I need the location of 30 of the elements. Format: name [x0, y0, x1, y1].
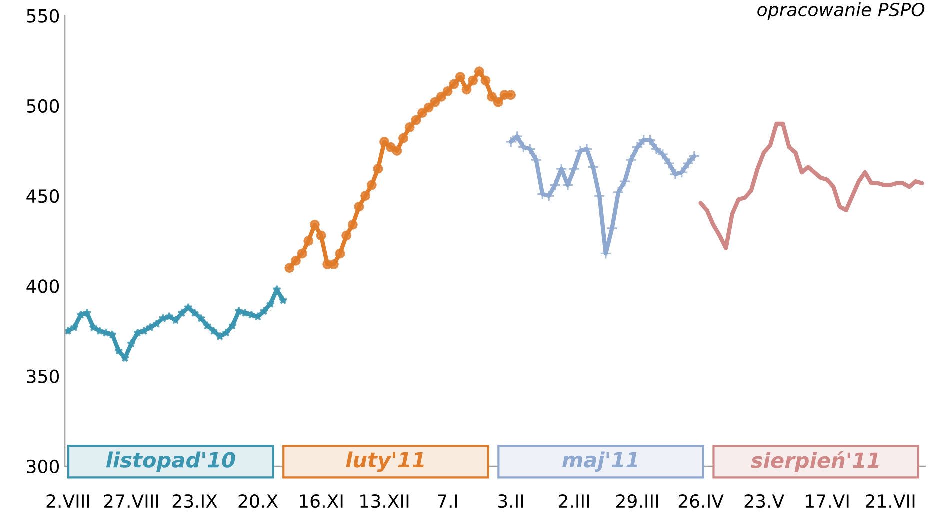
x-tick-label: 21.VII	[866, 494, 915, 508]
x-tick-label: 26.IV	[678, 494, 724, 508]
y-tick-label: 400	[26, 280, 60, 294]
x-tick-label: 3.II	[498, 494, 524, 508]
x-tick-label: 7.I	[438, 494, 458, 508]
x-tick-label: 23.V	[744, 494, 784, 508]
y-tick-label: 350	[27, 370, 60, 384]
point	[657, 148, 669, 160]
text: maj'11	[562, 452, 638, 472]
point	[549, 179, 562, 192]
x-tick-label: 17.VI	[806, 494, 849, 508]
y-tick-label: 300	[27, 460, 60, 474]
annotation: opracowanie PSPO	[758, 2, 925, 20]
x-tick-label: 2.VIII	[46, 494, 90, 508]
x-tick-label: 23.IX	[172, 494, 218, 508]
x-tick-label: 2.III	[559, 494, 590, 508]
point	[663, 158, 676, 170]
y-tick-label: 500	[27, 99, 60, 114]
line-series	[698, 122, 924, 250]
y-tick-label: 550	[27, 9, 60, 23]
x-tick-label: 16.XI	[300, 494, 343, 508]
text: luty'11	[346, 452, 424, 472]
text: sierpień'11	[751, 451, 879, 472]
x-tick-label: 20.X	[238, 494, 278, 508]
x-tick-label: 29.III	[616, 494, 658, 508]
x-tick-label: 13.XII	[360, 494, 409, 508]
text: listopad'10	[106, 452, 236, 472]
y-tick-label: 450	[26, 190, 60, 204]
point	[650, 143, 662, 156]
x-tick-label: 27.VIII	[104, 494, 158, 508]
